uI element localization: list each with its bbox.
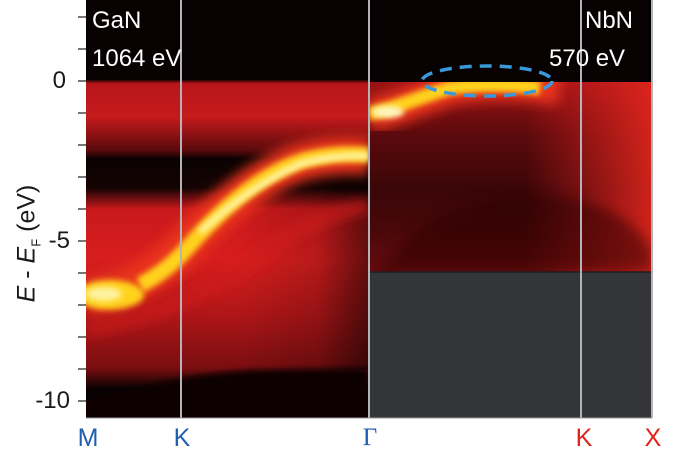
gan-photon-energy: 1064 eV bbox=[92, 45, 182, 72]
fermi-level-ellipse bbox=[420, 64, 554, 98]
kpoint-label-k-gan: K bbox=[173, 424, 191, 452]
gan-panel bbox=[86, 0, 369, 418]
ytick-minus10: -10 bbox=[35, 387, 70, 414]
nbn-material-label: NbN bbox=[585, 7, 634, 34]
ytick-minus5: -5 bbox=[48, 227, 70, 254]
kpoint-label-gamma: Γ bbox=[362, 424, 378, 451]
y-axis-ticks bbox=[78, 16, 86, 402]
nbn-photon-energy: 570 eV bbox=[549, 45, 626, 72]
kpoint-label-x: X bbox=[644, 424, 662, 452]
nbn-panel bbox=[369, 0, 652, 272]
gan-material-label: GaN bbox=[92, 7, 142, 34]
ytick-0: 0 bbox=[52, 67, 66, 94]
y-axis-label: E - EF (eV) bbox=[12, 184, 44, 303]
kpoint-label-k-nbn: K bbox=[575, 424, 593, 452]
no-data-region bbox=[369, 272, 652, 418]
kpoint-label-m: M bbox=[77, 424, 99, 452]
